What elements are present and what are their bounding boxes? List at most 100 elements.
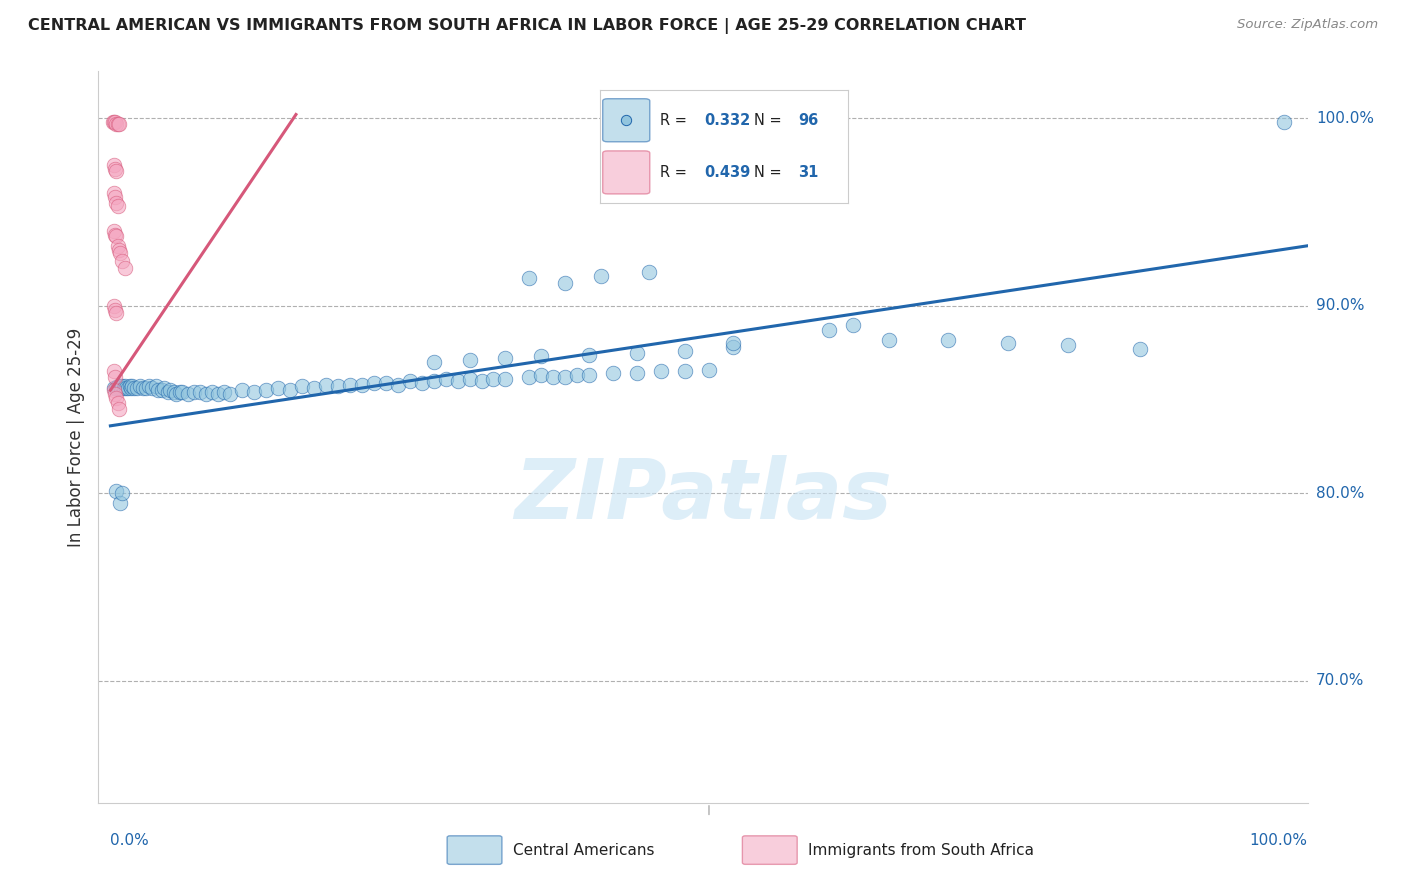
Point bbox=[101, 115, 124, 129]
Point bbox=[107, 243, 129, 257]
Point bbox=[107, 379, 129, 393]
Point bbox=[267, 381, 290, 395]
Point bbox=[107, 199, 129, 213]
Point bbox=[105, 229, 128, 244]
Point bbox=[721, 340, 744, 354]
Point bbox=[195, 387, 218, 401]
Point bbox=[578, 347, 600, 361]
Point bbox=[231, 383, 253, 397]
Point bbox=[530, 368, 553, 383]
Point bbox=[141, 381, 163, 395]
Text: 0.0%: 0.0% bbox=[111, 833, 149, 848]
Point bbox=[153, 381, 176, 395]
Point bbox=[104, 387, 127, 401]
Point bbox=[125, 381, 148, 395]
Point bbox=[112, 381, 135, 395]
Point bbox=[114, 261, 136, 276]
Point bbox=[177, 387, 200, 401]
Point bbox=[145, 379, 167, 393]
Point bbox=[105, 381, 128, 395]
Text: 100.0%: 100.0% bbox=[1250, 833, 1308, 848]
Point bbox=[458, 353, 481, 368]
Point bbox=[150, 383, 173, 397]
Text: Central Americans: Central Americans bbox=[513, 843, 655, 857]
Point bbox=[339, 377, 361, 392]
Point bbox=[103, 381, 125, 395]
Point bbox=[117, 381, 139, 395]
Point bbox=[446, 374, 468, 388]
Point bbox=[398, 374, 420, 388]
Point bbox=[201, 385, 224, 400]
Point bbox=[111, 486, 134, 500]
Point bbox=[135, 381, 157, 395]
Point bbox=[156, 385, 179, 400]
Point bbox=[118, 379, 141, 393]
Text: CENTRAL AMERICAN VS IMMIGRANTS FROM SOUTH AFRICA IN LABOR FORCE | AGE 25-29 CORR: CENTRAL AMERICAN VS IMMIGRANTS FROM SOUT… bbox=[28, 18, 1026, 34]
Point bbox=[114, 379, 136, 393]
Point bbox=[103, 299, 125, 313]
Point bbox=[111, 379, 134, 393]
Point bbox=[121, 379, 143, 393]
Point bbox=[138, 379, 160, 393]
Point bbox=[105, 163, 128, 178]
Point bbox=[107, 239, 129, 253]
Point bbox=[721, 336, 744, 351]
Point bbox=[422, 355, 444, 369]
Point bbox=[482, 372, 505, 386]
Point bbox=[302, 381, 325, 395]
Point bbox=[877, 333, 900, 347]
Point bbox=[129, 379, 152, 393]
Point bbox=[105, 195, 128, 210]
Point bbox=[183, 385, 205, 400]
Point bbox=[411, 376, 433, 390]
Point bbox=[938, 333, 960, 347]
Text: ZIPatlas: ZIPatlas bbox=[515, 455, 891, 536]
Point bbox=[554, 370, 576, 384]
Point bbox=[105, 484, 128, 499]
Point bbox=[103, 158, 125, 172]
Point bbox=[673, 364, 696, 378]
Point bbox=[159, 383, 181, 397]
Point bbox=[697, 362, 720, 376]
Point bbox=[326, 379, 349, 393]
Point bbox=[104, 115, 127, 129]
Point bbox=[107, 401, 129, 416]
Point bbox=[1129, 342, 1152, 356]
Text: 80.0%: 80.0% bbox=[1316, 486, 1364, 500]
Point bbox=[107, 381, 129, 395]
Point bbox=[104, 161, 127, 176]
Point bbox=[104, 227, 127, 242]
Point bbox=[108, 379, 131, 393]
Point bbox=[115, 381, 138, 395]
Point bbox=[554, 277, 576, 291]
Point bbox=[1057, 338, 1080, 352]
Text: Source: ZipAtlas.com: Source: ZipAtlas.com bbox=[1237, 18, 1378, 31]
Point bbox=[841, 318, 863, 332]
Point bbox=[530, 350, 553, 364]
Point bbox=[254, 383, 277, 397]
Point bbox=[315, 377, 337, 392]
Point bbox=[350, 377, 373, 392]
Point bbox=[567, 368, 589, 383]
Point bbox=[103, 383, 125, 397]
Point bbox=[163, 385, 186, 400]
Point bbox=[278, 383, 301, 397]
Point bbox=[103, 186, 125, 201]
Y-axis label: In Labor Force | Age 25-29: In Labor Force | Age 25-29 bbox=[67, 327, 86, 547]
Point bbox=[172, 385, 194, 400]
Point bbox=[212, 385, 235, 400]
Point bbox=[434, 372, 457, 386]
Point bbox=[169, 385, 191, 400]
Point bbox=[291, 379, 314, 393]
Point bbox=[673, 343, 696, 358]
Point bbox=[107, 396, 129, 410]
Point bbox=[105, 117, 128, 131]
Point bbox=[148, 383, 170, 397]
Point bbox=[124, 381, 146, 395]
Point bbox=[108, 246, 131, 260]
Point bbox=[104, 190, 127, 204]
Point bbox=[120, 381, 142, 395]
Point bbox=[387, 377, 409, 392]
Point bbox=[602, 367, 624, 381]
Point bbox=[219, 387, 242, 401]
